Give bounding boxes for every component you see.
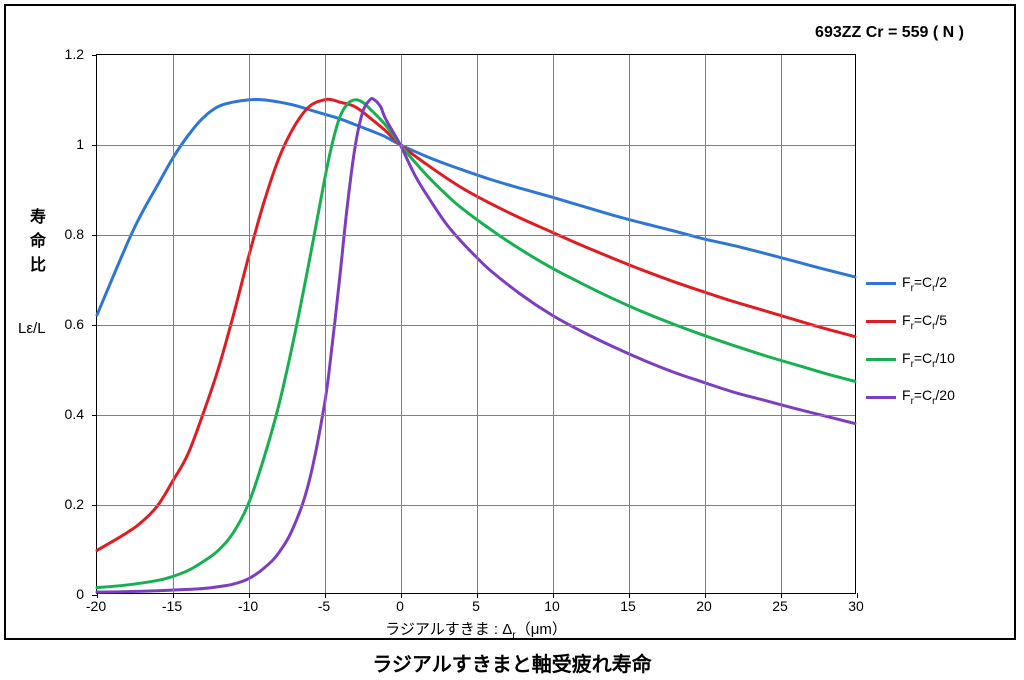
chart-caption: ラジアルすきまと軸受疲れ寿命 [0,648,1024,677]
y-tick-label: 0.2 [44,496,84,512]
y-tick-label: 1 [44,136,84,152]
gridline-h [97,505,855,506]
x-tick-label: -10 [228,598,268,614]
legend-row: Fr=Cr/5 [866,312,955,332]
legend-row: Fr=Cr/20 [866,387,955,407]
y-tick-mark [92,235,97,236]
legend-row: Fr=Cr/2 [866,274,955,294]
y-tick-mark [92,325,97,326]
x-tick-label: 0 [380,598,420,614]
gridline-h [97,415,855,416]
gridline-h [97,145,855,146]
y-tick-mark [92,145,97,146]
gridline-v [173,55,174,593]
gridline-v [401,55,402,593]
x-tick-label: 20 [684,598,724,614]
gridline-v [629,55,630,593]
legend-swatch [866,282,896,285]
legend-row: Fr=Cr/10 [866,350,955,370]
y-tick-mark [92,505,97,506]
chart-frame: 693ZZ Cr = 559 ( N ) 寿命比 Lε/L ラジアルすきま : … [4,4,1016,640]
legend-label: Fr=Cr/5 [902,312,947,332]
gridline-v [477,55,478,593]
legend-label: Fr=Cr/10 [902,350,955,370]
x-tick-label: 10 [532,598,572,614]
plot-area [96,54,856,594]
gridline-h [97,325,855,326]
y-tick-mark [92,415,97,416]
y-tick-mark [92,55,97,56]
series-Fr=Cr/10 [97,100,855,588]
x-tick-label: 15 [608,598,648,614]
gridline-v [325,55,326,593]
x-axis-title: ラジアルすきま : Δr（μm） [96,618,856,641]
legend-label: Fr=Cr/2 [902,274,947,294]
line-curves [97,55,855,593]
x-tick-label: 25 [760,598,800,614]
legend-swatch [866,358,896,361]
legend-label: Fr=Cr/20 [902,387,955,407]
y-axis-subtitle: Lε/L [18,320,46,337]
legend-swatch [866,320,896,323]
series-Fr=Cr/20 [97,98,855,592]
y-tick-label: 1.2 [44,46,84,62]
y-tick-mark [92,595,97,596]
gridline-v [249,55,250,593]
series-Fr=Cr/2 [97,100,855,316]
y-tick-label: 0.8 [44,226,84,242]
x-tick-label: -15 [152,598,192,614]
y-tick-label: 0.6 [44,316,84,332]
x-tick-label: 5 [456,598,496,614]
x-tick-label: -5 [304,598,344,614]
gridline-v [553,55,554,593]
y-tick-label: 0 [44,586,84,602]
y-tick-label: 0.4 [44,406,84,422]
bearing-spec-label: 693ZZ Cr = 559 ( N ) [815,24,964,42]
x-tick-label: 30 [836,598,876,614]
legend-swatch [866,396,896,399]
gridline-v [781,55,782,593]
y-axis-title: 寿命比 [28,206,48,278]
gridline-v [705,55,706,593]
legend: Fr=Cr/2 Fr=Cr/5 Fr=Cr/10 Fr=Cr/20 [866,256,955,425]
gridline-h [97,235,855,236]
